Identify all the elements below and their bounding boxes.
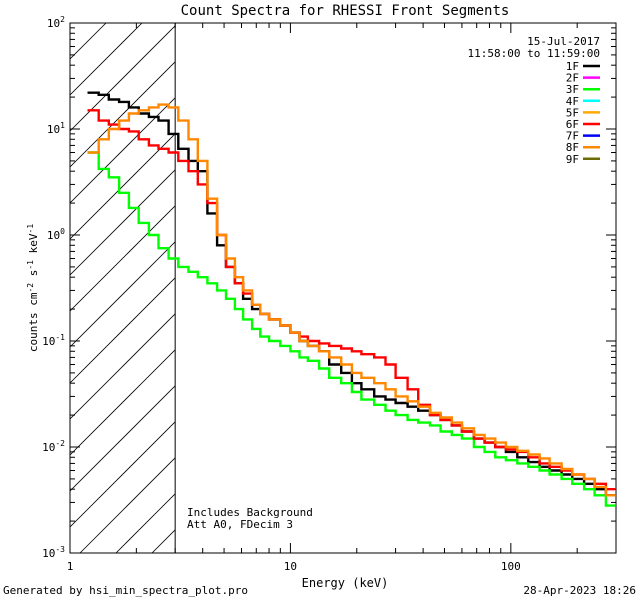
- series-line-1F: [87, 91, 615, 497]
- legend-label-8F: 8F: [566, 141, 579, 154]
- legend-label-1F: 1F: [566, 60, 579, 73]
- y-axis-label-base: counts cm: [27, 292, 40, 352]
- hatch-line: [70, 385, 176, 492]
- hatch-line: [79, 457, 176, 553]
- legend-label-4F: 4F: [566, 95, 579, 108]
- y-axis-label-exp3: -1: [26, 224, 35, 234]
- hatch-line: [70, 349, 176, 456]
- y-tick-label: 102: [47, 15, 65, 30]
- hatch-line: [70, 61, 176, 168]
- hatch-line: [115, 493, 176, 553]
- y-axis-label-mid: s: [27, 270, 40, 283]
- series-line-3F: [87, 151, 615, 507]
- x-axis-label: Energy (keV): [302, 576, 389, 590]
- axis-ticks: 1 10 100 102 101 100 10-1 10-2 10-3: [42, 15, 617, 573]
- legend-label-6F: 6F: [566, 118, 579, 131]
- legend-label-2F: 2F: [566, 72, 579, 85]
- y-axis-label-end: keV: [27, 233, 40, 260]
- footer-timestamp: 28-Apr-2023 18:26: [523, 584, 636, 597]
- y-tick-label: 10-1: [42, 333, 65, 348]
- hatch-line: [70, 205, 176, 312]
- hatch-line: [151, 529, 176, 553]
- hatch-line: [70, 241, 176, 348]
- plot-frame: [69, 22, 617, 554]
- hatch-line: [70, 133, 176, 240]
- hatch-line: [70, 313, 176, 420]
- x-tick-label: 1: [67, 560, 74, 573]
- legend-label-9F: 9F: [566, 153, 579, 166]
- hatch-line: [70, 169, 176, 276]
- y-tick-label: 10-2: [42, 439, 65, 454]
- y-tick-label: 10-3: [42, 545, 65, 560]
- x-tick-label: 100: [501, 560, 521, 573]
- annotation-attenuator: Att A0, FDecim 3: [187, 518, 293, 531]
- y-axis-label-exp1: -2: [26, 283, 35, 293]
- y-tick-label: 101: [47, 121, 65, 136]
- footer-generated-by: Generated by hsi_min_spectra_plot.pro: [3, 584, 248, 597]
- y-tick-label: 100: [47, 227, 65, 242]
- date-label: 15-Jul-2017: [527, 35, 600, 48]
- legend-label-3F: 3F: [566, 83, 579, 96]
- hatch-line: [70, 25, 176, 132]
- y-axis-label-exp2: -1: [26, 260, 35, 270]
- attenuator-hatch-region: [70, 23, 176, 553]
- time-range-label: 11:58:00 to 11:59:00: [468, 47, 600, 60]
- hatch-line: [70, 23, 107, 60]
- hatch-line: [70, 97, 176, 204]
- y-axis-label: counts cm-2 s-1 keV-1: [26, 224, 40, 352]
- x-tick-label: 10: [284, 560, 297, 573]
- legend-label-5F: 5F: [566, 106, 579, 119]
- legend-label-7F: 7F: [566, 130, 579, 143]
- series-line-8F: [87, 103, 615, 497]
- hatch-line: [70, 277, 176, 384]
- hatch-line: [70, 421, 176, 528]
- series-line-6F: [87, 109, 615, 491]
- chart-title: Count Spectra for RHESSI Front Segments: [181, 3, 510, 19]
- hatch-line: [70, 23, 143, 96]
- series-lines: [87, 91, 615, 507]
- annotation-background: Includes Background: [187, 506, 313, 519]
